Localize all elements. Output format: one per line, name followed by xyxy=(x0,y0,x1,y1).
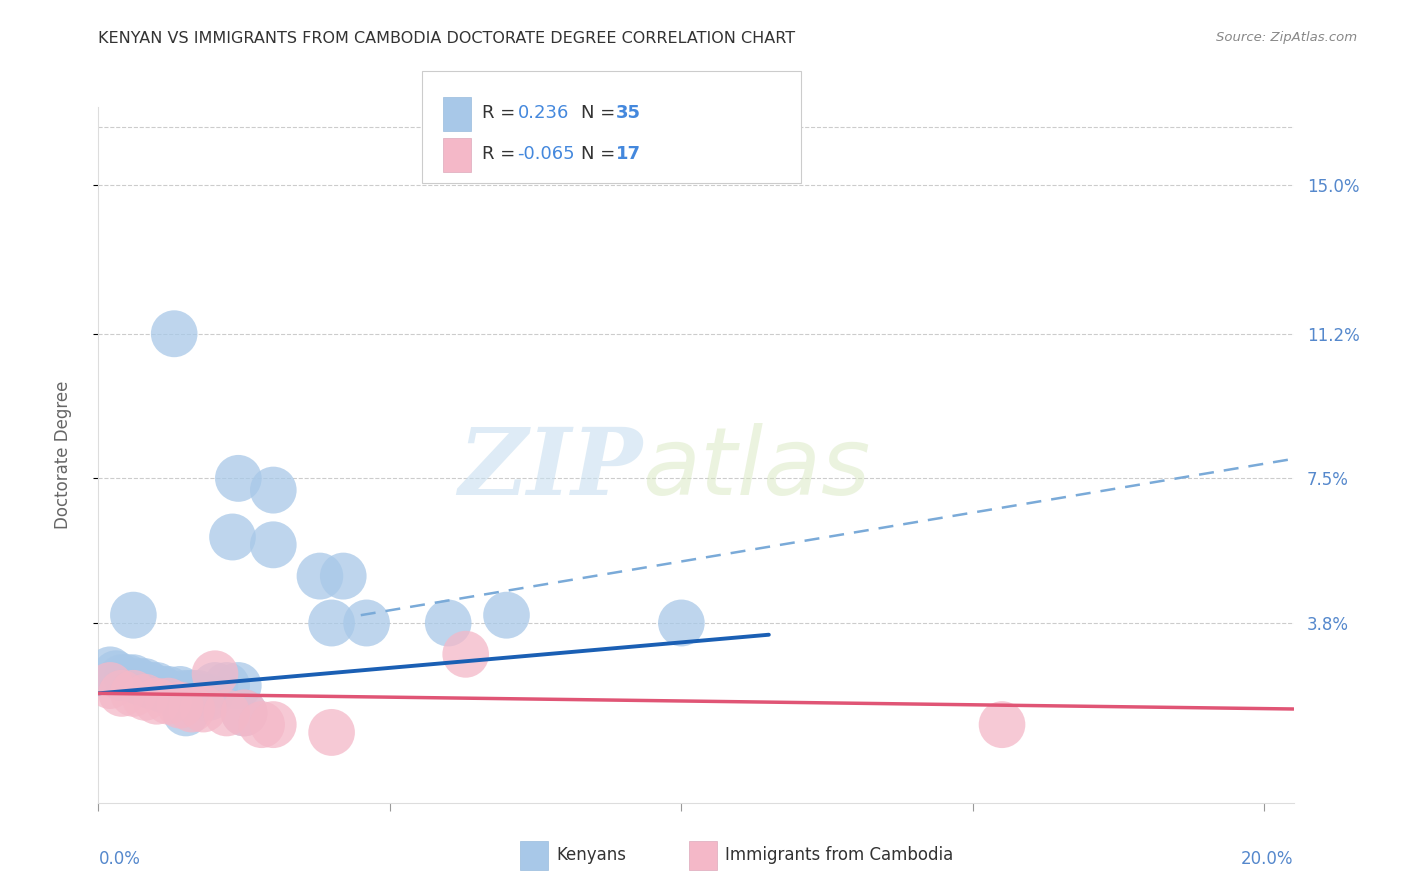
Ellipse shape xyxy=(174,670,221,717)
Ellipse shape xyxy=(156,681,204,729)
Ellipse shape xyxy=(250,701,297,748)
Ellipse shape xyxy=(169,686,215,732)
Ellipse shape xyxy=(104,654,150,701)
Ellipse shape xyxy=(110,591,156,639)
Ellipse shape xyxy=(239,701,285,748)
Ellipse shape xyxy=(425,599,471,647)
Ellipse shape xyxy=(110,670,156,717)
Ellipse shape xyxy=(343,599,389,647)
Ellipse shape xyxy=(484,591,530,639)
Ellipse shape xyxy=(250,467,297,514)
Ellipse shape xyxy=(221,690,267,737)
Ellipse shape xyxy=(93,650,139,698)
Text: 20.0%: 20.0% xyxy=(1241,850,1294,868)
Ellipse shape xyxy=(156,666,204,713)
Ellipse shape xyxy=(191,650,239,698)
Text: R =: R = xyxy=(482,104,522,122)
Ellipse shape xyxy=(115,658,163,705)
Text: R =: R = xyxy=(482,145,522,163)
Ellipse shape xyxy=(979,701,1025,748)
Text: N =: N = xyxy=(581,145,620,163)
Ellipse shape xyxy=(122,673,169,721)
Ellipse shape xyxy=(186,673,232,721)
Ellipse shape xyxy=(145,666,191,713)
Ellipse shape xyxy=(180,673,226,721)
Ellipse shape xyxy=(204,662,250,709)
Text: atlas: atlas xyxy=(643,424,870,515)
Ellipse shape xyxy=(122,658,169,705)
Ellipse shape xyxy=(169,670,215,717)
Text: Immigrants from Cambodia: Immigrants from Cambodia xyxy=(725,847,953,864)
Ellipse shape xyxy=(215,662,262,709)
Ellipse shape xyxy=(204,690,250,737)
Text: 35: 35 xyxy=(616,104,641,122)
Ellipse shape xyxy=(139,666,186,713)
Y-axis label: Doctorate Degree: Doctorate Degree xyxy=(53,381,72,529)
Ellipse shape xyxy=(163,690,209,737)
Ellipse shape xyxy=(321,553,367,599)
Text: Kenyans: Kenyans xyxy=(557,847,627,864)
Ellipse shape xyxy=(180,686,226,732)
Ellipse shape xyxy=(297,553,343,599)
Ellipse shape xyxy=(87,647,134,693)
Text: KENYAN VS IMMIGRANTS FROM CAMBODIA DOCTORATE DEGREE CORRELATION CHART: KENYAN VS IMMIGRANTS FROM CAMBODIA DOCTO… xyxy=(98,31,796,46)
Ellipse shape xyxy=(443,631,489,678)
Ellipse shape xyxy=(110,654,156,701)
Ellipse shape xyxy=(134,662,180,709)
Ellipse shape xyxy=(308,599,354,647)
Ellipse shape xyxy=(308,709,354,756)
Text: ZIP: ZIP xyxy=(458,424,643,514)
Ellipse shape xyxy=(209,514,256,560)
Ellipse shape xyxy=(145,678,191,724)
Ellipse shape xyxy=(87,662,134,709)
Ellipse shape xyxy=(163,670,209,717)
Ellipse shape xyxy=(134,678,180,724)
Ellipse shape xyxy=(250,521,297,568)
Text: 17: 17 xyxy=(616,145,641,163)
Ellipse shape xyxy=(191,662,239,709)
Ellipse shape xyxy=(128,662,174,709)
Text: -0.065: -0.065 xyxy=(517,145,575,163)
Ellipse shape xyxy=(98,670,145,717)
Text: 0.236: 0.236 xyxy=(517,104,569,122)
Text: N =: N = xyxy=(581,104,620,122)
Text: Source: ZipAtlas.com: Source: ZipAtlas.com xyxy=(1216,31,1357,45)
Ellipse shape xyxy=(221,690,267,737)
Ellipse shape xyxy=(150,310,197,357)
Ellipse shape xyxy=(98,654,145,701)
Ellipse shape xyxy=(215,455,262,502)
Text: 0.0%: 0.0% xyxy=(98,850,141,868)
Ellipse shape xyxy=(658,599,704,647)
